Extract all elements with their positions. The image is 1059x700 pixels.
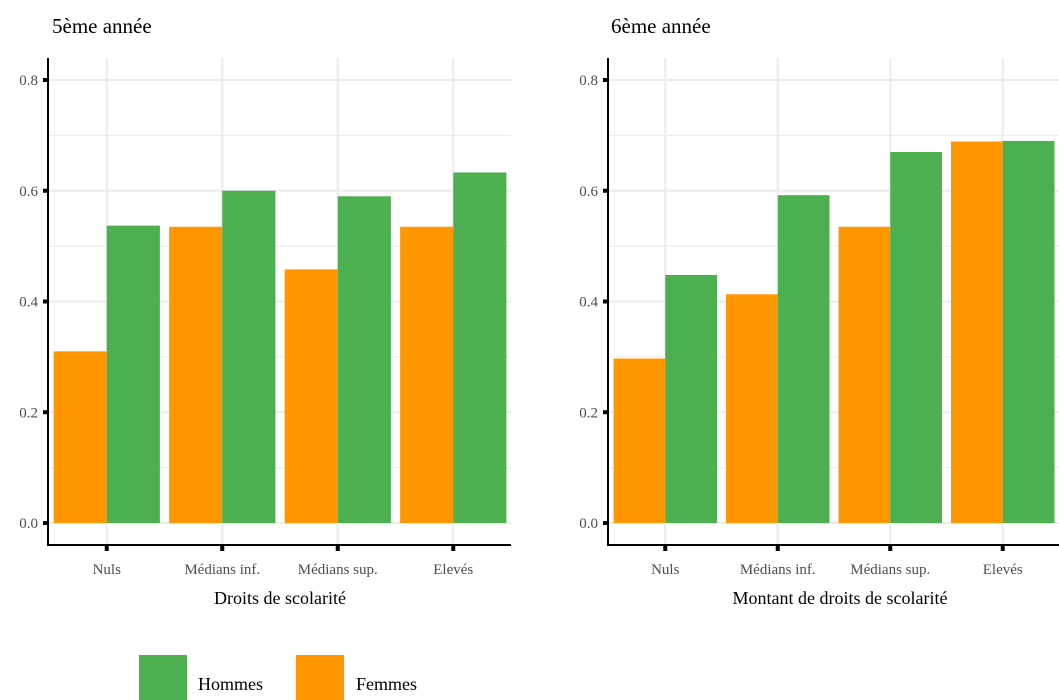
bar-femmes-nuls — [53, 351, 107, 523]
bar-femmes-medians-inf — [169, 226, 223, 523]
y-tick-label: 0.4 — [19, 295, 38, 311]
bar-hommes-eleves — [1002, 140, 1055, 523]
bar-hommes-eleves — [453, 172, 507, 523]
bars — [53, 172, 507, 524]
y-tick-label: 0.8 — [579, 73, 598, 89]
x-tick-label-medians-inf: Médians inf. — [184, 562, 260, 578]
bar-hommes-medians-sup — [890, 151, 942, 524]
bar-hommes-medians-inf — [777, 195, 830, 523]
chart-legend: Hommes Femmes — [139, 655, 417, 700]
bar-hommes-medians-sup — [337, 196, 391, 523]
legend-label-hommes: Hommes — [198, 674, 263, 694]
bars — [613, 140, 1055, 524]
y-tick-label: 0.0 — [19, 516, 38, 532]
y-tick-label: 0.6 — [19, 184, 38, 200]
chart-panel-5eme: 5ème année Droits de scolarité 0.0 0.2 0.4… — [19, 14, 511, 608]
y-tick-label: 0.2 — [579, 405, 598, 421]
y-tick-label: 0.0 — [579, 516, 598, 532]
y-tick-label: 0.4 — [579, 295, 598, 311]
bar-femmes-nuls — [613, 358, 666, 523]
chart-title: 6ème année — [611, 14, 711, 38]
x-tick-label-nuls: Nuls — [651, 562, 680, 578]
chart-panel-6eme: 6ème année Montant de droits de scolarit… — [579, 14, 1059, 608]
bar-femmes-medians-inf — [726, 294, 778, 523]
bar-femmes-eleves — [400, 226, 454, 523]
x-tick-label-eleves: Elevés — [983, 562, 1023, 578]
legend-key-femmes — [296, 655, 344, 700]
x-tick-label-nuls: Nuls — [93, 562, 122, 578]
bar-femmes-medians-sup — [284, 269, 338, 523]
x-tick-label-eleves: Elevés — [433, 562, 473, 578]
x-tick-label-medians-inf: Médians inf. — [740, 562, 816, 578]
chart-title: 5ème année — [52, 14, 152, 38]
bar-femmes-eleves — [951, 141, 1003, 523]
y-tick-label: 0.2 — [19, 405, 38, 421]
y-tick-label: 0.8 — [19, 73, 38, 89]
x-axis-label: Droits de scolarité — [214, 588, 346, 608]
x-tick-label-medians-sup: Médians sup. — [850, 562, 930, 578]
x-axis-label: Montant de droits de scolarité — [733, 588, 948, 608]
x-tick-label-medians-sup: Médians sup. — [298, 562, 378, 578]
legend-label-femmes: Femmes — [356, 674, 417, 694]
y-tick-label: 0.6 — [579, 184, 598, 200]
bar-femmes-medians-sup — [838, 226, 891, 523]
bar-hommes-medians-inf — [222, 190, 276, 523]
legend-key-hommes — [139, 655, 187, 700]
bar-hommes-nuls — [665, 274, 717, 523]
bar-hommes-nuls — [106, 225, 160, 524]
